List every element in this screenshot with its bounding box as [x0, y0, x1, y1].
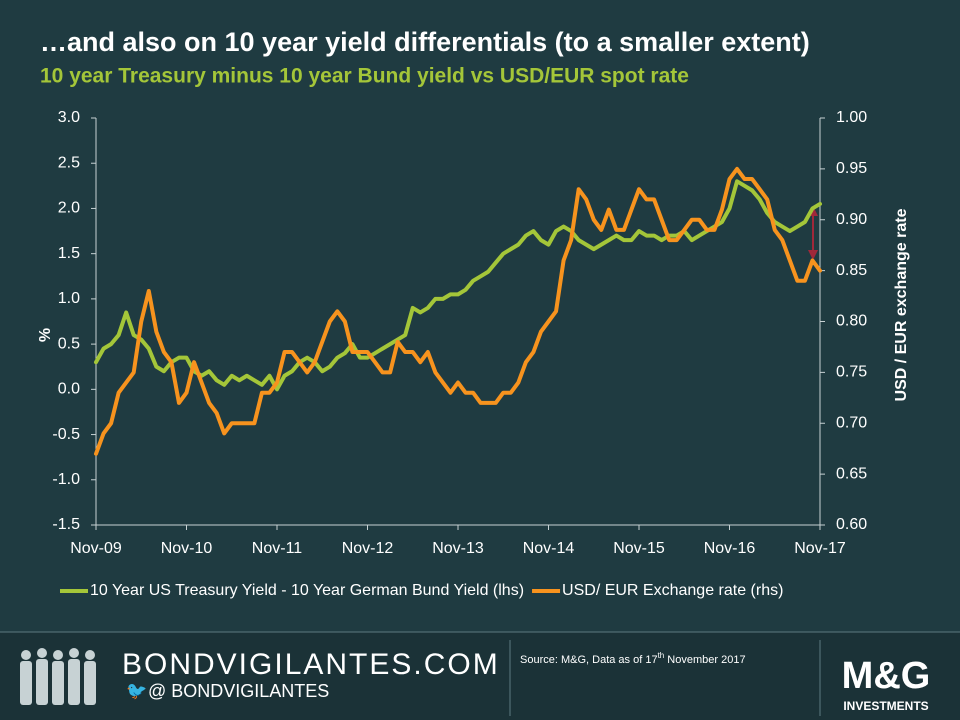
- y2-axis-label: USD / EUR exchange rate: [893, 208, 910, 401]
- x-tick-label: Nov-15: [613, 540, 665, 557]
- y-tick-label: -0.5: [52, 426, 80, 443]
- y-tick-label: 0.0: [58, 381, 80, 398]
- chart-subtitle: 10 year Treasury minus 10 year Bund yiel…: [40, 65, 689, 88]
- x-tick-label: Nov-12: [342, 540, 394, 557]
- y2-tick-label: 0.80: [836, 313, 867, 330]
- footer-site: BONDVIGILANTES.COM: [122, 648, 500, 681]
- legend-label: USD/ EUR Exchange rate (rhs): [562, 582, 783, 599]
- y-tick-label: 2.5: [58, 154, 80, 171]
- source-sup: th: [658, 651, 665, 660]
- y-tick-label: 3.0: [58, 109, 80, 126]
- y-tick-label: 1.0: [58, 290, 80, 307]
- y2-tick-label: 0.75: [836, 364, 867, 381]
- footer-band: [0, 632, 960, 720]
- y2-tick-label: 0.90: [836, 211, 867, 228]
- logo-sub: INVESTMENTS: [843, 699, 928, 713]
- y-axis-label: %: [37, 328, 54, 342]
- people-icon: [20, 648, 96, 705]
- y-tick-label: -1.5: [52, 516, 80, 533]
- y2-tick-label: 0.65: [836, 465, 867, 482]
- x-tick-label: Nov-10: [161, 540, 213, 557]
- y2-tick-label: 0.85: [836, 262, 867, 279]
- x-tick-label: Nov-09: [70, 540, 122, 557]
- chart-title: …and also on 10 year yield differentials…: [40, 27, 810, 57]
- legend-label: 10 Year US Treasury Yield - 10 Year Germ…: [90, 582, 524, 599]
- y2-tick-label: 0.95: [836, 160, 867, 177]
- y-tick-label: 1.5: [58, 245, 80, 262]
- y-tick-label: 0.5: [58, 335, 80, 352]
- x-tick-label: Nov-13: [432, 540, 484, 557]
- footer-twitter-icon: 🐦: [126, 681, 147, 700]
- x-tick-label: Nov-11: [252, 540, 302, 557]
- y2-tick-label: 0.70: [836, 414, 867, 431]
- line-series: [94, 179, 822, 392]
- logo: M&G: [842, 655, 931, 697]
- footer-handle: @ BONDVIGILANTES: [148, 681, 329, 701]
- source-text: Source: M&G, Data as of 17: [520, 654, 658, 666]
- source-text: November 2017: [664, 654, 745, 666]
- x-tick-label: Nov-17: [794, 540, 846, 557]
- y-tick-label: 2.0: [58, 200, 80, 217]
- footer-source: Source: M&G, Data as of 17th November 20…: [520, 651, 746, 666]
- x-tick-label: Nov-16: [704, 540, 756, 557]
- y2-tick-label: 1.00: [836, 109, 867, 126]
- y-tick-label: -1.0: [52, 471, 80, 488]
- y2-tick-label: 0.60: [836, 516, 867, 533]
- x-tick-label: Nov-14: [523, 540, 575, 557]
- line-series: [94, 166, 822, 456]
